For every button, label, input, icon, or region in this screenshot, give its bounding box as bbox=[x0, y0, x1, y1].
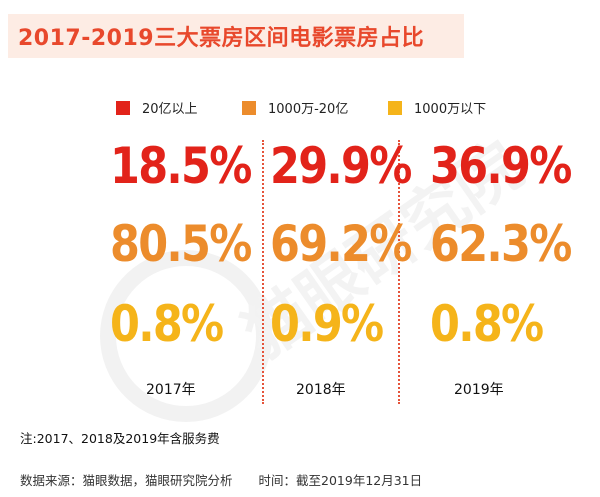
legend-label: 20亿以上 bbox=[142, 102, 198, 117]
legend-label: 1000万以下 bbox=[414, 102, 487, 117]
legend-label: 1000万-20亿 bbox=[268, 102, 349, 117]
chart-title: 2017-2019三大票房区间电影票房占比 bbox=[18, 26, 425, 51]
year-column-2019: 36.9% 62.3% 0.8% 2019年 bbox=[430, 138, 586, 408]
data-label: 0.8% bbox=[430, 295, 544, 353]
data-label: 29.9% bbox=[270, 137, 412, 195]
data-label: 62.3% bbox=[430, 215, 572, 273]
legend: 20亿以上 1000万-20亿 1000万以下 bbox=[0, 98, 600, 118]
legend-swatch-icon bbox=[242, 100, 256, 115]
year-label: 2019年 bbox=[454, 382, 504, 398]
footnote: 注:2017、2018及2019年含服务费 bbox=[20, 431, 220, 446]
year-column-2018: 29.9% 69.2% 0.9% 2018年 bbox=[270, 138, 426, 408]
source-text: 数据来源：猫眼数据，猫眼研究院分析 bbox=[20, 473, 233, 488]
legend-swatch-icon bbox=[388, 100, 402, 115]
data-label: 36.9% bbox=[430, 137, 572, 195]
data-label: 18.5% bbox=[110, 137, 252, 195]
column-divider bbox=[262, 140, 264, 404]
legend-item: 1000万-20亿 bbox=[242, 98, 348, 117]
time-text: 时间：截至2019年12月31日 bbox=[258, 473, 423, 488]
column-divider bbox=[398, 140, 400, 404]
data-label: 0.8% bbox=[110, 295, 224, 353]
legend-swatch-icon bbox=[116, 100, 130, 115]
year-label: 2018年 bbox=[296, 382, 346, 398]
source-line: 数据来源：猫眼数据，猫眼研究院分析 时间：截至2019年12月31日 bbox=[20, 470, 448, 489]
data-label: 69.2% bbox=[270, 215, 412, 273]
title-background bbox=[8, 14, 464, 58]
data-label: 80.5% bbox=[110, 215, 252, 273]
year-label: 2017年 bbox=[146, 382, 196, 398]
legend-item: 20亿以上 bbox=[116, 98, 198, 117]
legend-item: 1000万以下 bbox=[388, 98, 486, 117]
year-column-2017: 18.5% 80.5% 0.8% 2017年 bbox=[110, 138, 266, 408]
data-label: 0.9% bbox=[270, 295, 384, 353]
